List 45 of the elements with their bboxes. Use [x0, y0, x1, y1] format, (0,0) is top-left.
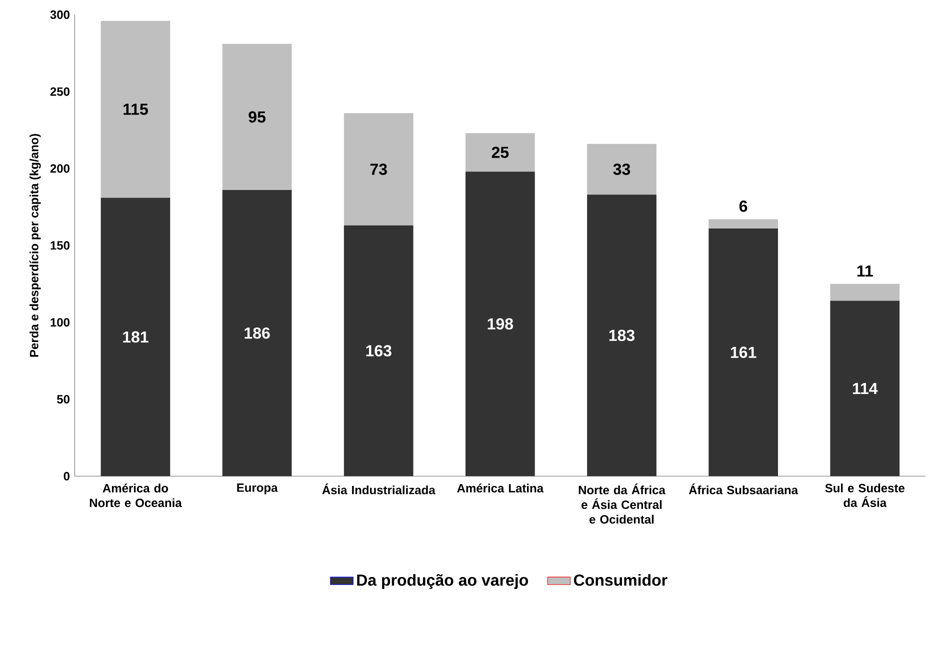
- bar: [344, 113, 414, 226]
- data-label: 198: [488, 318, 514, 330]
- legend-label: Consumidor: [574, 574, 668, 586]
- bar: [466, 172, 535, 476]
- y-tick-label: 250: [50, 87, 70, 96]
- x-tick-label: América Latina: [457, 484, 544, 493]
- x-tick-label: África Subsaariana: [688, 484, 798, 494]
- y-axis-title: Perda e desperdício per capita (kg/ano): [29, 134, 41, 357]
- x-tick-label: Europa: [237, 484, 278, 494]
- bar: [830, 300, 900, 476]
- x-tick-label: América do Norte e Oceania: [90, 484, 182, 508]
- y-tick-label: 100: [50, 318, 70, 327]
- data-label: 33: [613, 164, 630, 176]
- y-tick-label: 150: [50, 241, 70, 250]
- bar: [708, 228, 778, 476]
- x-tick-label: Ásia Industrializada: [322, 484, 436, 494]
- data-label: 95: [248, 111, 266, 123]
- data-label: 11: [857, 266, 873, 277]
- data-label: 114: [852, 383, 878, 394]
- bar: [830, 284, 900, 301]
- bar: [344, 225, 414, 476]
- data-label: 163: [366, 345, 392, 357]
- bar: [587, 144, 656, 195]
- data-label: 6: [739, 200, 748, 212]
- x-tick-label: Norte da África e Ásia Central e Ocidental: [578, 484, 666, 524]
- y-tick-label: 200: [50, 164, 70, 173]
- y-tick-label: 50: [57, 395, 70, 404]
- x-tick-label: Sul e Sudeste da Ásia: [825, 484, 904, 508]
- data-label: 115: [124, 104, 148, 115]
- data-label: 161: [730, 346, 756, 358]
- y-tick-label: 300: [50, 10, 70, 19]
- bar: [222, 190, 292, 476]
- data-label: 181: [123, 331, 148, 343]
- bar: [708, 219, 778, 229]
- bar: [587, 194, 656, 476]
- data-label: 25: [492, 146, 509, 158]
- bar: [222, 44, 292, 190]
- bar: [100, 20, 170, 198]
- data-label: 73: [370, 164, 387, 176]
- data-label: 186: [244, 327, 270, 339]
- bar: [466, 133, 535, 172]
- data-label: 183: [609, 330, 635, 342]
- bar: [100, 198, 170, 476]
- y-tick-label: 0: [64, 472, 70, 480]
- legend-label: Da produção ao varejo: [357, 574, 528, 590]
